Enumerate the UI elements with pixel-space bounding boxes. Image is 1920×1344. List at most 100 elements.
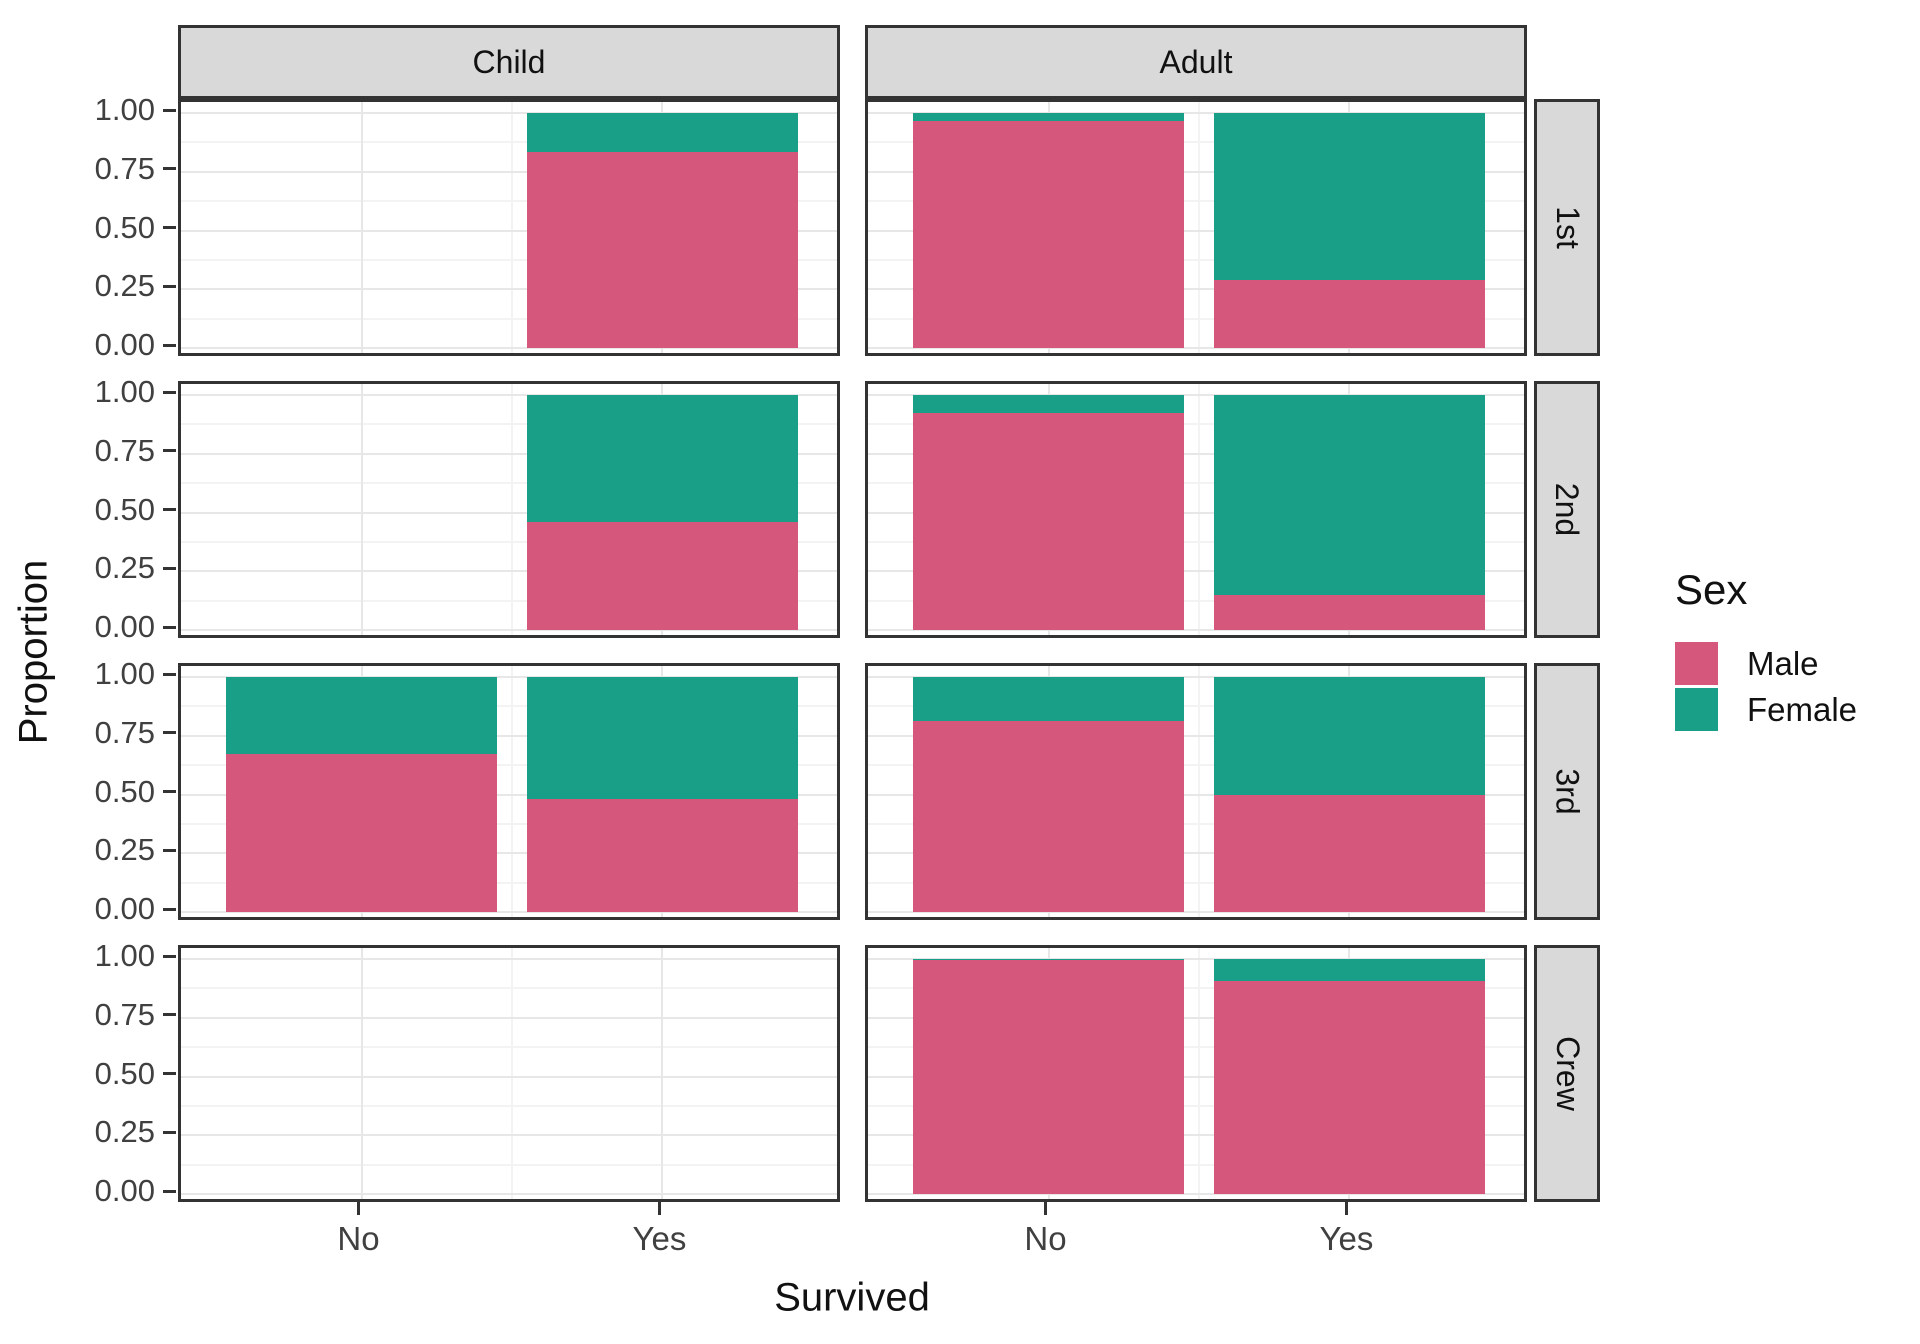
gridline-major-h [868,229,1524,232]
gridline-minor-v [1198,666,1200,917]
gridline-major-h [868,1193,1524,1195]
gridline-major-h [181,958,837,960]
gridline-major-h [868,394,1524,396]
gridline-major-h [181,347,837,349]
gridline-minor-h [868,881,1524,884]
panel-adult-crew [865,945,1527,1202]
gridline-major-h [181,734,837,737]
y-tick-mark [163,508,176,511]
y-tick-label: 1.00 [94,92,155,127]
gridline-major-v [360,948,363,1199]
gridline-major-h [868,958,1524,960]
gridline-minor-h [181,482,837,485]
gridline-minor-h [181,423,837,426]
gridline-major-h [868,629,1524,631]
x-tick-label: No [1024,1220,1067,1257]
gridline-minor-h [868,482,1524,485]
gridline-minor-h [181,1046,837,1049]
gridline-minor-h [868,141,1524,144]
bar-segment-male-adult-3rd-no [913,720,1184,912]
gridline-major-h [181,170,837,173]
bar-segment-female-adult-crew-no [913,959,1184,960]
gridline-major-h [181,229,837,232]
gridline-major-h [868,734,1524,737]
facet-strip-2nd: 2nd [1534,381,1600,638]
x-tick-label: Yes [1319,1220,1374,1257]
panel-child-2nd [178,381,840,638]
bar-segment-male-adult-3rd-yes [1214,795,1485,912]
gridline-major-h [868,288,1524,291]
legend-label-male: Male [1747,644,1819,682]
gridline-minor-h [868,1046,1524,1049]
gridline-minor-h [181,987,837,990]
y-tick-label: 1.00 [94,656,155,691]
gridline-major-h [868,793,1524,796]
legend-swatch-female [1675,688,1718,731]
gridline-major-h [868,911,1524,913]
y-tick-mark [163,390,176,394]
legend-title: Sex [1675,566,1748,613]
gridline-minor-v [511,102,513,353]
gridline-minor-v [1198,384,1200,635]
y-tick-mark [163,167,176,171]
facet-strip-label-child: Child [472,43,546,80]
y-tick-label: 0.00 [94,327,155,362]
gridline-major-h [181,1075,837,1078]
gridline-major-h [181,511,837,514]
gridline-major-h [181,852,837,855]
gridline-major-h [181,1016,837,1019]
panel-adult-3rd [865,663,1527,920]
x-tick-mark [1044,1202,1048,1215]
legend-entries: Male Female [1675,642,1857,731]
gridline-minor-h [181,540,837,543]
y-tick-mark [163,625,176,629]
x-tick-mark [657,1202,661,1215]
gridline-minor-v [511,948,513,1199]
panel-child-3rd [178,663,840,920]
gridline-major-h [868,852,1524,855]
bar-segment-female-adult-1st-yes [1214,113,1485,281]
facet-strip-child: Child [178,25,840,99]
gridline-minor-h [181,599,837,602]
gridline-minor-h [181,705,837,708]
gridline-major-h [181,629,837,631]
y-tick-mark [163,226,176,229]
y-tick-mark [163,954,176,958]
y-tick-mark [163,284,176,288]
gridline-minor-h [181,258,837,261]
y-tick-mark [163,343,176,347]
y-tick-mark [163,731,176,735]
gridline-major-v [360,102,363,353]
gridline-major-h [181,676,837,678]
facet-strip-3rd: 3rd [1534,663,1600,920]
y-tick-mark [163,672,176,676]
bar-segment-female-adult-crew-yes [1214,959,1485,982]
bar-segment-female-adult-3rd-yes [1214,677,1485,796]
y-tick-mark [163,449,176,453]
gridline-minor-v [511,666,513,917]
bar-segment-female-child-2nd-yes [527,395,798,523]
bar-segment-female-adult-2nd-no [913,395,1184,414]
y-tick-mark [163,907,176,911]
gridline-minor-h [868,764,1524,767]
panel-child-1st [178,99,840,356]
y-tick-label: 0.00 [94,1173,155,1208]
legend-swatch-male [1675,642,1718,685]
facet-strip-1st: 1st [1534,99,1600,356]
gridline-minor-h [868,1163,1524,1166]
y-tick-label: 0.75 [94,996,155,1032]
y-tick-label: 1.00 [94,374,155,409]
facet-strip-crew: Crew [1534,945,1600,1202]
y-tick-label: 0.50 [94,773,155,809]
bar-segment-male-adult-1st-yes [1214,280,1485,348]
gridline-major-h [868,452,1524,455]
gridline-major-v [661,948,664,1199]
gridline-major-h [868,1075,1524,1078]
y-tick-label: 0.50 [94,209,155,245]
bar-segment-male-adult-2nd-yes [1214,594,1485,630]
gridline-minor-h [868,317,1524,320]
facet-strip-label-adult: Adult [1159,43,1233,80]
bar-segment-male-child-2nd-yes [527,522,798,630]
y-tick-mark [163,566,176,570]
bar-segment-male-adult-crew-no [913,959,1184,1194]
